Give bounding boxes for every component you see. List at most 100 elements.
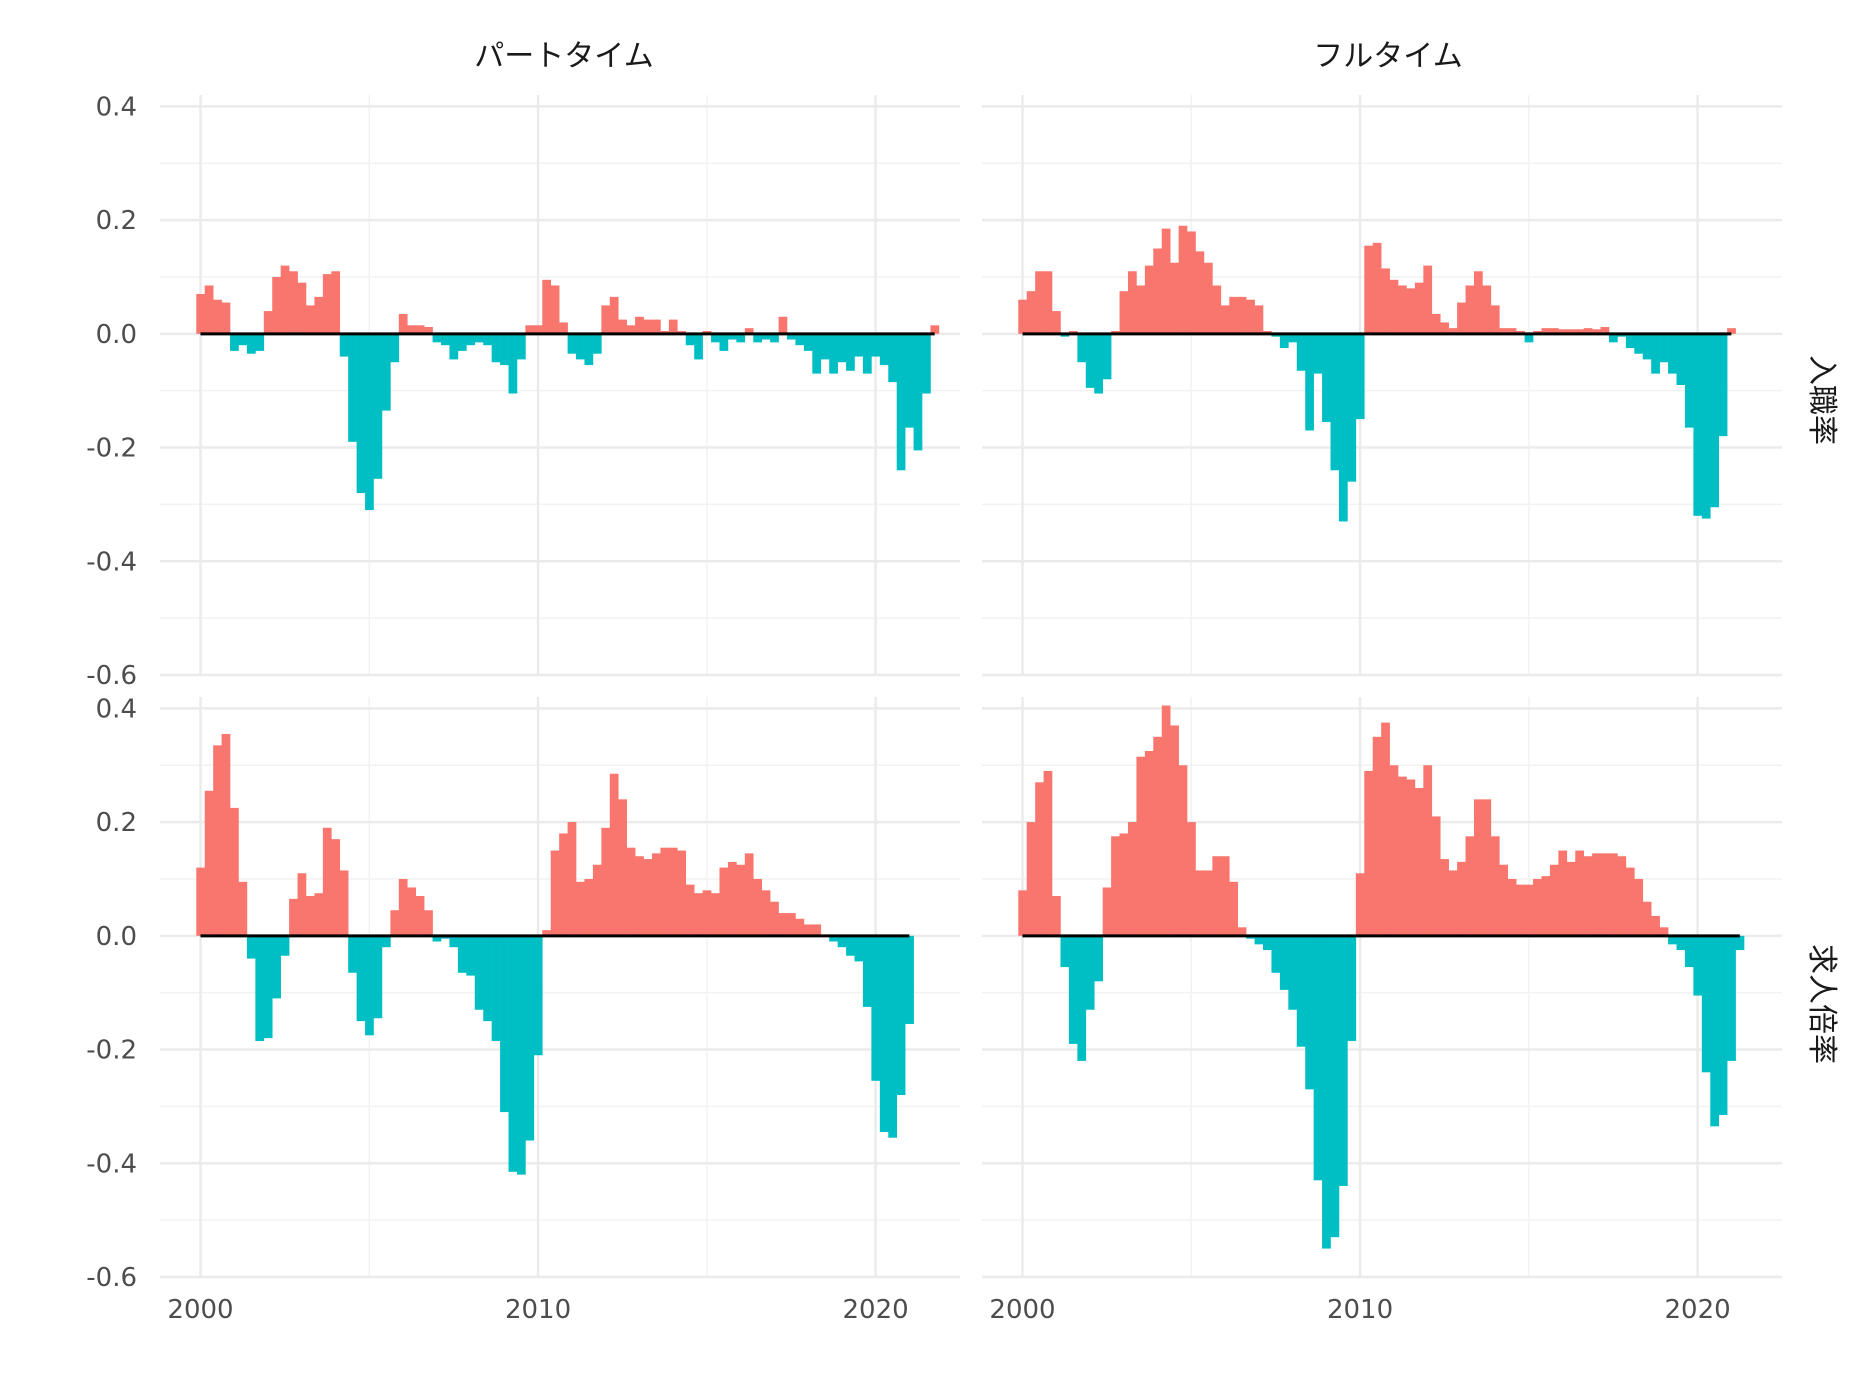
bar <box>297 873 307 936</box>
bar <box>356 935 366 1022</box>
bar <box>1271 935 1281 973</box>
bar <box>424 910 433 936</box>
bar <box>685 884 695 936</box>
bar <box>1153 736 1163 936</box>
bar <box>829 333 838 374</box>
bar <box>1195 870 1205 936</box>
bar <box>1490 305 1500 334</box>
bar <box>483 333 492 346</box>
bar <box>1178 225 1188 334</box>
bar <box>1592 329 1601 334</box>
bar <box>491 333 501 363</box>
bar <box>390 333 400 363</box>
bar <box>1136 285 1146 334</box>
bar <box>1127 271 1137 334</box>
bar <box>1600 327 1610 334</box>
bar <box>1710 935 1720 1127</box>
bar <box>1018 890 1028 936</box>
bar <box>1237 927 1247 936</box>
bar <box>1473 271 1483 334</box>
bar <box>803 333 813 351</box>
bar <box>238 333 248 346</box>
bar <box>365 935 374 1036</box>
bar <box>1727 328 1736 334</box>
bar <box>1516 884 1525 936</box>
bar <box>1583 856 1593 936</box>
bar <box>1347 935 1357 1042</box>
bar <box>1642 333 1652 360</box>
bar <box>1406 288 1416 334</box>
bar <box>567 333 577 354</box>
bar <box>1161 705 1171 936</box>
bar <box>618 799 627 936</box>
bar <box>592 333 602 354</box>
bar <box>474 333 484 343</box>
y-tick-label: -0.2 <box>86 434 137 464</box>
bar <box>1330 935 1340 1238</box>
bar <box>1330 333 1340 471</box>
bar <box>1060 935 1070 968</box>
bar <box>542 279 552 334</box>
bar <box>1263 935 1272 951</box>
bar <box>322 274 332 334</box>
bar <box>533 935 543 1056</box>
bar <box>846 935 855 956</box>
bar <box>753 333 762 343</box>
bar <box>1043 271 1053 334</box>
bar <box>365 333 374 511</box>
bar <box>1026 291 1036 334</box>
bar <box>651 853 661 936</box>
bar <box>1254 305 1264 334</box>
bar <box>398 878 408 936</box>
bar <box>322 827 332 936</box>
y-tick-label: -0.6 <box>86 661 137 691</box>
bar <box>778 316 788 334</box>
bar <box>289 271 298 334</box>
bar <box>263 311 273 334</box>
bar <box>1338 333 1348 522</box>
bar <box>1212 285 1222 334</box>
bar <box>196 867 206 936</box>
bar <box>1187 822 1196 936</box>
x-tick-label: 2020 <box>1665 1295 1731 1325</box>
bar <box>1414 787 1424 936</box>
bar <box>862 935 872 1007</box>
bar <box>643 319 653 334</box>
y-tick-label: 0.2 <box>96 206 137 236</box>
bar <box>1600 853 1610 936</box>
bar <box>221 302 231 334</box>
bar <box>1676 333 1686 385</box>
bar <box>803 924 813 936</box>
bar <box>1482 285 1492 334</box>
bar <box>660 847 670 936</box>
bar <box>1212 856 1222 936</box>
bar <box>424 327 433 334</box>
bar <box>1583 328 1593 334</box>
bar <box>1431 313 1441 334</box>
bar <box>1566 861 1576 936</box>
bar <box>1094 935 1103 982</box>
bar <box>314 296 324 334</box>
x-tick-label: 2020 <box>843 1295 909 1325</box>
column-strip-label-full-time: フルタイム <box>1313 39 1462 74</box>
bar <box>812 333 822 374</box>
column-strip-label-part-time: パートタイム <box>474 39 653 74</box>
bar <box>626 325 636 334</box>
bar <box>905 333 914 428</box>
bar <box>1364 245 1374 334</box>
bar <box>533 325 543 334</box>
bar <box>1609 853 1618 936</box>
bar <box>542 930 552 936</box>
bar <box>778 913 788 936</box>
bar <box>727 333 737 340</box>
bar <box>516 333 526 360</box>
bar <box>1406 779 1416 936</box>
bar <box>1102 333 1112 380</box>
bar <box>1288 935 1298 1010</box>
bar <box>1389 279 1399 334</box>
bar <box>795 918 805 936</box>
y-tick-label: -0.6 <box>86 1263 137 1293</box>
bar <box>213 745 222 936</box>
bar <box>432 935 442 942</box>
